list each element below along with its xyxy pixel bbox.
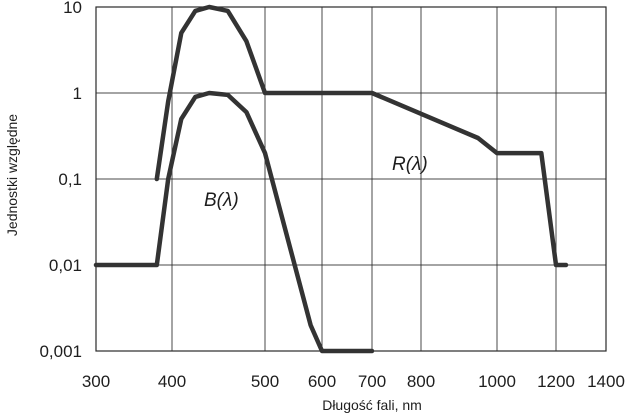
series-label-b: B(λ)	[204, 190, 239, 211]
x-tick-label: 300	[82, 372, 110, 391]
x-axis-title: Długość fali, nm	[322, 397, 422, 413]
grid	[95, 6, 607, 352]
y-tick-label: 0,001	[39, 342, 82, 361]
y-tick-label: 0,1	[58, 170, 82, 189]
series-label-r: R(λ)	[392, 154, 428, 175]
x-tick-label: 500	[251, 372, 279, 391]
x-tick-label: 1200	[537, 372, 575, 391]
x-tick-label: 1400	[587, 372, 625, 391]
series-line-b	[93, 90, 375, 354]
series-lines	[93, 4, 569, 354]
x-tick-labels: 300 400 500 600 700 800 1000 1200 1400	[82, 372, 625, 391]
y-tick-label: 0,01	[49, 256, 82, 275]
x-tick-label: 800	[407, 372, 435, 391]
y-tick-label: 1	[73, 84, 82, 103]
y-tick-labels: 10 1 0,1 0,01 0,001	[39, 0, 82, 361]
x-tick-label: 600	[308, 372, 336, 391]
x-tick-label: 700	[358, 372, 386, 391]
x-tick-label: 1000	[478, 372, 516, 391]
y-tick-label: 10	[63, 0, 82, 17]
x-tick-label: 400	[158, 372, 186, 391]
series-line-r	[154, 4, 569, 268]
y-axis-title: Jednostki względne	[4, 114, 20, 236]
